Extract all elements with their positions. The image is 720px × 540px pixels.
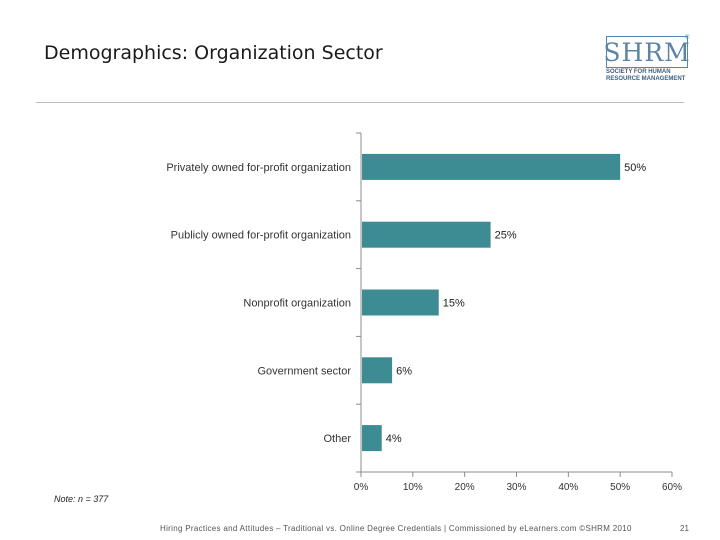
- x-tick-label: 50%: [610, 482, 630, 493]
- bar: [362, 289, 439, 316]
- shrm-logo: SHRM ® SOCIETY FOR HUMAN RESOURCE MANAGE…: [603, 35, 691, 86]
- x-tick-label: 60%: [662, 482, 682, 493]
- x-tick-label: 0%: [354, 482, 369, 493]
- logo-box: SHRM: [603, 36, 691, 68]
- x-tick-label: 10%: [403, 482, 423, 493]
- bar: [362, 221, 491, 248]
- footer-text: Hiring Practices and Attitudes – Traditi…: [160, 524, 632, 533]
- category-label: Nonprofit organization: [243, 298, 351, 310]
- x-tick-label: 40%: [558, 482, 578, 493]
- logo-tagline-line2: RESOURCE MANAGEMENT: [606, 76, 686, 82]
- category-label: Publicly owned for-profit organization: [171, 230, 351, 242]
- title-divider: [36, 102, 684, 103]
- page-title: Demographics: Organization Sector: [44, 42, 383, 64]
- logo-letters: SHRM: [603, 37, 691, 67]
- data-label: 50%: [624, 162, 646, 174]
- x-tick-label: 20%: [455, 482, 475, 493]
- logo-tagline-line1: SOCIETY FOR HUMAN: [606, 69, 671, 75]
- bar: [362, 357, 393, 384]
- category-label: Other: [323, 433, 351, 445]
- data-label: 4%: [386, 433, 402, 445]
- data-label: 15%: [443, 298, 465, 310]
- sample-note: Note: n = 377: [54, 494, 109, 504]
- category-label: Government sector: [257, 365, 351, 377]
- data-label: 6%: [396, 365, 412, 377]
- logo-tagline: SOCIETY FOR HUMAN RESOURCE MANAGEMENT: [606, 69, 690, 83]
- bar: [362, 153, 621, 180]
- category-label: Privately owned for-profit organization: [166, 162, 351, 174]
- data-label: 25%: [495, 230, 517, 242]
- x-tick-label: 30%: [506, 482, 526, 493]
- page-number: 21: [680, 524, 689, 533]
- bar: [362, 425, 382, 452]
- logo-registered-mark: ®: [685, 35, 690, 41]
